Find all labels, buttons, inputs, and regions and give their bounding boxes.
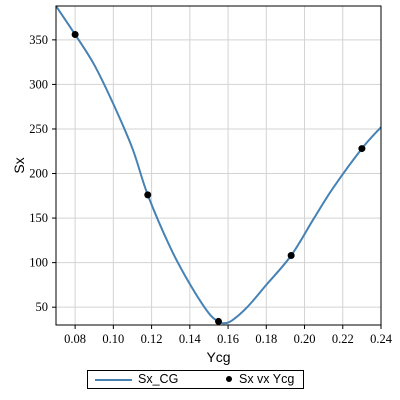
x-tick-label: 0.08 [64,332,86,346]
x-tick-label: 0.18 [255,332,277,346]
y-tick-label: 200 [29,167,48,181]
series-layer [55,5,382,325]
x-tick-label: 0.10 [102,332,124,346]
legend-label-sx-cg: Sx_CG [138,372,179,386]
grid [56,6,382,325]
plot-frame [55,5,382,326]
x-tick-label: 0.14 [179,332,202,346]
x-tick-label: 0.20 [294,332,316,346]
legend-marker-sample [226,376,232,382]
series-line-sx-cg [55,5,382,325]
data-point-marker [358,145,366,153]
y-tick-label: 100 [29,256,48,270]
data-point-marker [71,31,79,39]
y-tick-label: 250 [29,122,48,136]
y-tick-label: 350 [29,33,48,47]
x-ticks: 0.08 0.10 0.12 0.14 0.16 0.18 0.20 0.22 0.24 [64,325,393,346]
x-tick-label: 0.12 [141,332,163,346]
x-tick-label: 0.24 [370,332,393,346]
y-tick-label: 300 [29,77,48,91]
legend: Sx_CG Sx vx Ycg [87,370,304,389]
y-tick-label: 50 [36,300,49,314]
x-tick-label: 0.22 [332,332,354,346]
y-tick-label: 150 [29,211,48,225]
data-point-marker [144,191,152,199]
legend-line-sample [95,379,132,381]
x-axis-title: Ycg [206,349,230,365]
x-tick-label: 0.16 [217,332,239,346]
legend-label-sx-vx-ycg: Sx vx Ycg [239,372,295,386]
y-ticks: 50 100 150 200 250 300 350 [29,33,56,314]
data-point-marker [287,251,295,259]
data-point-marker [215,317,222,325]
y-axis-title: Sx [11,157,27,173]
